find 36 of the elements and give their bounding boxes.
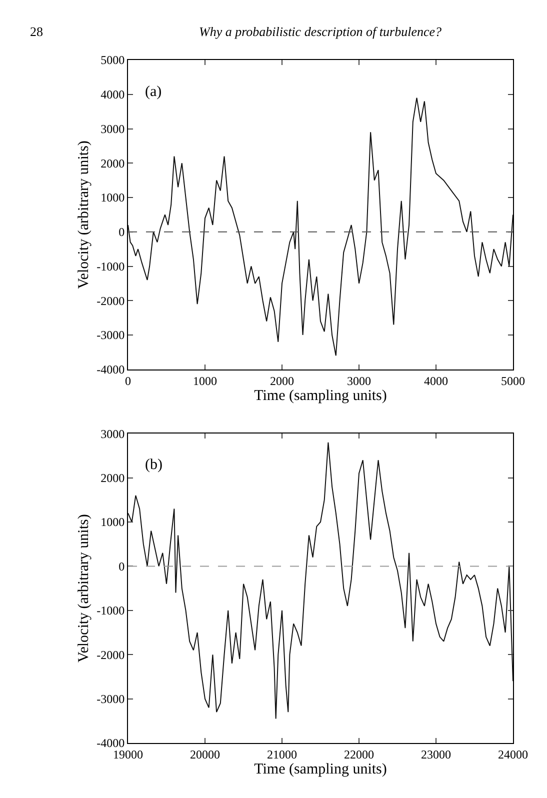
y-tick-label: -1000 (96, 604, 125, 618)
annotation: (a) (145, 84, 162, 100)
x-tick-label: 1000 (193, 374, 217, 388)
y-tick-label: 0 (118, 225, 125, 240)
y-tick-label: 2000 (100, 471, 125, 485)
y-tick-label: 1000 (100, 515, 125, 530)
y-tick-label: 2000 (100, 156, 125, 170)
x-tick-label: 22000 (344, 747, 374, 762)
x-tick-label: 3000 (347, 374, 371, 388)
y-tick-label: -2000 (96, 648, 125, 662)
x-axis-title: Time (sampling units) (254, 761, 387, 778)
x-tick-label: 2000 (270, 374, 294, 388)
y-tick-label: 1000 (100, 190, 125, 205)
x-tick-label: 24000 (498, 747, 528, 762)
y-tick-label: 3000 (100, 426, 125, 441)
x-tick-label: 21000 (267, 747, 297, 762)
y-tick-label: 3000 (100, 122, 125, 136)
line-series (128, 442, 513, 720)
y-axis-title: Velocity (arbitrary units) (76, 514, 92, 662)
x-tick-label: 5000 (501, 374, 525, 388)
x-axis-title: Time (sampling units) (254, 388, 387, 404)
x-tick-label: 4000 (424, 374, 448, 388)
y-tick-label: -4000 (96, 362, 125, 377)
chart-title: Why a probabilistic description of turbulence? (199, 24, 442, 39)
y-tick-label: -2000 (96, 294, 125, 308)
y-tick-label: -1000 (96, 259, 125, 274)
y-tick-label: -3000 (96, 328, 125, 342)
x-tick-label: 20000 (190, 747, 220, 762)
y-tick-label: 5000 (100, 53, 125, 68)
y-tick-label: -3000 (96, 692, 125, 706)
y-axis-title: Velocity (arbitrary units) (76, 140, 92, 289)
y-tick-label: 4000 (100, 88, 125, 102)
y-tick-label: 0 (118, 559, 125, 574)
annotation: (b) (145, 457, 162, 473)
x-tick-label: 23000 (421, 747, 451, 762)
text: 28 (30, 24, 43, 39)
